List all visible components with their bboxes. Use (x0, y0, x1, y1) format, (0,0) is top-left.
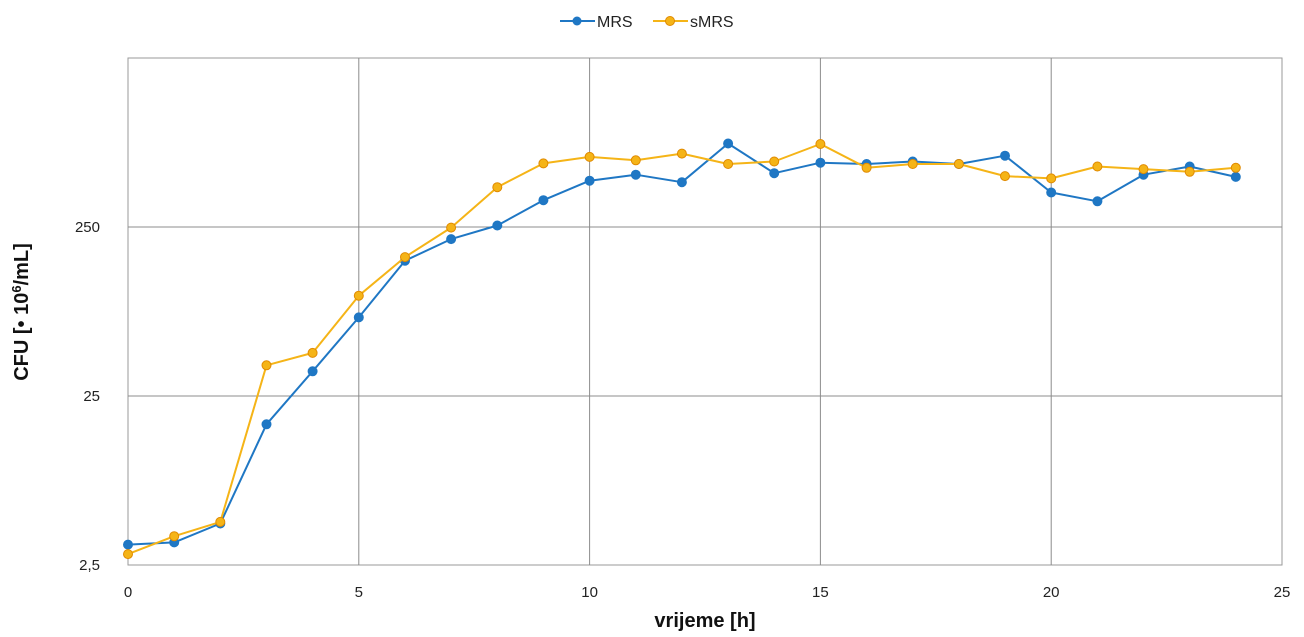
data-point-smrs (307, 347, 318, 358)
y-tick-label: 250 (75, 219, 100, 236)
data-point-mrs (584, 175, 595, 186)
data-point-mrs (815, 157, 826, 168)
y-tick-label: 25 (83, 388, 100, 405)
legend-marker-smrs (665, 16, 675, 26)
data-point-mrs (1230, 171, 1241, 182)
data-point-mrs (492, 220, 503, 231)
data-point-mrs (353, 312, 364, 323)
data-point-smrs (676, 148, 687, 159)
x-tick-label: 20 (1043, 584, 1060, 601)
legend-item-smrs: sMRS (653, 14, 734, 31)
data-point-smrs (353, 290, 364, 301)
data-point-smrs (169, 531, 180, 542)
data-point-mrs (538, 195, 549, 206)
data-point-mrs (723, 138, 734, 149)
legend-label-smrs: sMRS (690, 14, 734, 31)
data-point-smrs (1000, 171, 1010, 182)
data-point-mrs (261, 419, 272, 430)
data-point-smrs (1092, 161, 1103, 172)
data-point-smrs (953, 159, 964, 169)
data-point-smrs (769, 156, 780, 167)
data-point-smrs (538, 158, 549, 169)
x-tick-label: 0 (124, 584, 132, 601)
legend-marker-mrs (572, 16, 582, 26)
data-point-smrs (1046, 173, 1057, 184)
data-point-smrs (261, 360, 272, 371)
data-point-mrs (1046, 187, 1057, 198)
data-point-smrs (123, 549, 133, 560)
data-point-smrs (215, 516, 226, 527)
x-tick-label: 15 (812, 584, 829, 601)
y-tick-label: 2,5 (79, 557, 100, 574)
data-point-smrs (815, 139, 826, 149)
data-point-mrs (446, 234, 457, 245)
data-point-smrs (1138, 164, 1149, 175)
legend-label-mrs: MRS (597, 14, 633, 31)
data-point-mrs (1092, 196, 1103, 207)
x-tick-label: 5 (355, 584, 363, 601)
data-point-smrs (584, 151, 595, 162)
data-point-smrs (907, 159, 918, 169)
data-point-smrs (1184, 166, 1195, 177)
x-tick-label: 25 (1274, 584, 1291, 601)
data-point-smrs (630, 155, 641, 166)
y-axis-title-main: CFU [• 10 (11, 293, 33, 381)
data-point-smrs (446, 222, 457, 233)
data-point-mrs (676, 177, 687, 188)
data-point-smrs (861, 162, 872, 173)
y-axis-ticks: 2,5 25 250 (75, 219, 100, 574)
data-point-smrs (1230, 162, 1241, 173)
x-axis-ticks: 0 5 10 15 20 25 (124, 584, 1291, 601)
x-tick-label: 10 (581, 584, 598, 601)
data-point-mrs (307, 366, 318, 377)
data-point-mrs (123, 539, 133, 550)
data-point-smrs (400, 252, 410, 263)
x-axis-title: vrijeme [h] (654, 610, 755, 632)
data-point-mrs (1000, 150, 1010, 161)
data-point-smrs (492, 182, 503, 193)
legend: MRS sMRS (560, 14, 734, 31)
y-axis-title: CFU [• 106/mL] (9, 243, 33, 381)
series-layer (123, 138, 1241, 560)
data-point-smrs (723, 159, 734, 169)
y-axis-title-superscript: 6 (9, 285, 24, 292)
plot-area (127, 57, 1283, 566)
data-point-mrs (769, 168, 780, 179)
y-axis-title-unit: /mL] (11, 243, 33, 285)
data-point-mrs (630, 169, 641, 180)
legend-item-mrs: MRS (560, 14, 633, 31)
